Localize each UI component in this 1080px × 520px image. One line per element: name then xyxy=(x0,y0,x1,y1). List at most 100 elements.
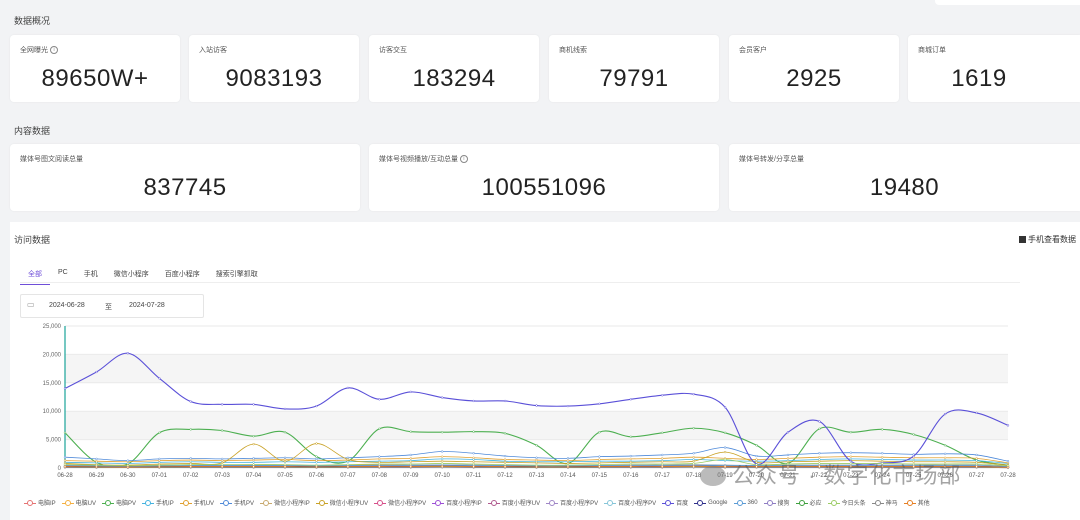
x-tick-label: 07-20 xyxy=(749,473,765,479)
data-point xyxy=(158,457,161,461)
data-point xyxy=(598,463,601,466)
legend-item[interactable]: 手机PV xyxy=(220,498,254,507)
data-point xyxy=(441,460,444,463)
y-tick-label: 15,000 xyxy=(43,381,62,387)
data-point xyxy=(786,431,790,434)
visit-section-title: 访问数据 xyxy=(14,235,51,245)
data-point xyxy=(63,463,67,466)
stat-value: 89650W+ xyxy=(41,65,149,92)
tab-pc[interactable]: PC xyxy=(58,269,68,276)
legend-item[interactable]: 微信小程序UV xyxy=(315,498,368,507)
data-point xyxy=(661,457,664,460)
tab-all[interactable]: 全部 xyxy=(20,269,50,285)
data-point xyxy=(692,427,695,430)
data-point xyxy=(472,456,475,459)
legend-item[interactable]: 今日头条 xyxy=(827,498,866,507)
legend-item[interactable]: 电脑UV xyxy=(61,498,96,507)
data-point xyxy=(503,399,507,403)
x-tick-label: 07-15 xyxy=(592,473,608,479)
data-point xyxy=(818,456,821,459)
data-point xyxy=(409,430,412,433)
data-point xyxy=(378,455,381,458)
data-point xyxy=(252,403,255,406)
legend-item[interactable]: 电脑PV xyxy=(102,498,136,507)
x-tick-label: 07-17 xyxy=(655,473,671,479)
date-range-picker[interactable]: ▭ 2024-06-28 至 2024-07-28 xyxy=(20,294,204,318)
legend-label: 搜狗 xyxy=(777,501,790,507)
legend-item[interactable]: 电脑IP xyxy=(24,498,56,507)
legend-item[interactable]: 搜狗 xyxy=(763,498,790,507)
data-point xyxy=(378,398,381,401)
data-point xyxy=(818,462,821,465)
tab-wechat-miniprogram[interactable]: 微信小程序 xyxy=(113,271,149,278)
data-point xyxy=(566,459,570,462)
data-point xyxy=(849,460,852,463)
y-tick-label: 25,000 xyxy=(43,324,62,330)
visit-data-panel: 访问数据 手机查看数据 全部 PC 手机 微信小程序 百度小程序 搜索引擎抓取 … xyxy=(10,222,1080,520)
data-point xyxy=(221,403,224,406)
data-point xyxy=(472,465,475,468)
date-separator: 至 xyxy=(105,304,112,311)
legend-item[interactable]: 其他 xyxy=(903,498,930,507)
data-point xyxy=(1006,466,1010,469)
data-point xyxy=(158,377,161,380)
legend-item[interactable]: 微信小程序IP xyxy=(260,498,310,507)
legend-item[interactable]: 微信小程序PV xyxy=(374,498,426,507)
tab-baidu-miniprogram[interactable]: 百度小程序 xyxy=(164,271,200,278)
data-point xyxy=(126,465,130,469)
data-point xyxy=(912,465,915,468)
x-tick-label: 07-27 xyxy=(969,473,985,479)
legend-marker-icon xyxy=(179,499,192,506)
data-point xyxy=(692,465,695,468)
legend-item[interactable]: Google xyxy=(694,498,728,507)
data-point xyxy=(126,352,130,355)
tab-mobile[interactable]: 手机 xyxy=(83,271,98,278)
data-point xyxy=(598,458,601,461)
data-point xyxy=(95,457,98,461)
legend-item[interactable]: 百度小程序PV xyxy=(546,498,598,507)
data-point xyxy=(472,430,475,433)
data-point xyxy=(283,465,287,468)
info-icon[interactable]: i xyxy=(50,46,58,55)
legend-item[interactable]: 必应 xyxy=(795,498,822,507)
data-point xyxy=(409,465,412,468)
data-point xyxy=(252,457,255,460)
data-point xyxy=(723,458,727,461)
mobile-view-link[interactable]: 手机查看数据 xyxy=(1019,234,1076,245)
data-point xyxy=(943,456,947,459)
legend-item[interactable]: 手机UV xyxy=(179,498,214,507)
tab-search-crawl[interactable]: 搜索引擎抓取 xyxy=(215,271,258,278)
x-tick-label: 07-07 xyxy=(340,473,356,479)
data-point xyxy=(566,465,570,469)
data-point xyxy=(661,465,664,468)
legend-item[interactable]: 360 xyxy=(733,498,758,507)
data-point xyxy=(472,462,475,466)
stat-card-leads: 商机线索 79791 xyxy=(549,35,719,102)
grid-band xyxy=(65,354,1008,383)
legend-item[interactable]: 神马 xyxy=(871,498,898,507)
stat-card-members: 会员客户 2925 xyxy=(729,35,899,102)
legend-item[interactable]: 百度 xyxy=(662,498,688,507)
data-point xyxy=(723,406,727,409)
legend-item[interactable]: 百度小程序UV xyxy=(487,498,540,507)
x-tick-label: 07-08 xyxy=(372,473,388,479)
data-point xyxy=(441,462,444,465)
data-point xyxy=(629,454,632,458)
data-point xyxy=(252,442,255,446)
legend-item[interactable]: 手机IP xyxy=(142,498,174,507)
stat-value: 100551096 xyxy=(481,174,607,201)
data-point xyxy=(723,450,727,454)
legend-item[interactable]: 百度小程序IP xyxy=(432,498,482,507)
x-tick-label: 07-26 xyxy=(937,473,953,479)
data-point xyxy=(943,465,947,468)
data-point xyxy=(221,465,224,468)
data-point xyxy=(189,463,192,466)
data-point xyxy=(849,431,852,434)
legend-item[interactable]: 百度小程序PV xyxy=(604,498,656,507)
legend-label: 百度小程序PV xyxy=(560,501,599,507)
info-icon[interactable]: i xyxy=(459,155,468,164)
data-point xyxy=(283,407,287,411)
x-tick-label: 06-30 xyxy=(120,473,136,479)
stat-card-visitors: 入站访客 9083193 xyxy=(189,35,359,102)
data-point xyxy=(315,465,318,469)
